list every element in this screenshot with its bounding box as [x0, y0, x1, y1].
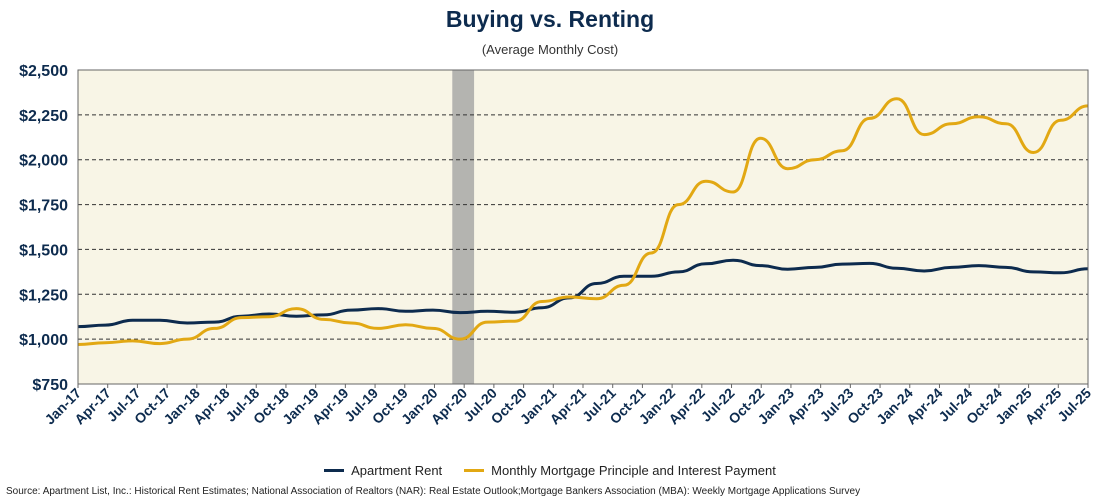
y-tick-label: $750 [32, 377, 68, 394]
legend-item-rent: Apartment Rent [324, 463, 442, 478]
legend-label-rent: Apartment Rent [351, 463, 443, 478]
y-tick-label: $2,500 [19, 63, 68, 80]
chart-title: Buying vs. Renting [445, 6, 655, 32]
y-tick-label: $1,250 [19, 287, 68, 304]
y-tick-label: $2,250 [19, 108, 68, 125]
y-tick-label: $1,000 [19, 332, 68, 349]
recession-shade [452, 70, 475, 384]
chart-subtitle: (Average Monthly Cost) [481, 42, 619, 57]
line-chart: $750 $1,000 $1,250 $1,500 $1,750 $2,000 $2,250… [19, 63, 1094, 427]
y-tick-label: $1,750 [19, 198, 68, 215]
x-tick-label: Jul-25 [1054, 385, 1094, 425]
legend-label-mortgage: Monthly Mortgage Principle and Interest … [491, 463, 776, 478]
legend-item-mortgage: Monthly Mortgage Principle and Interest … [464, 463, 776, 478]
y-tick-label: $2,000 [19, 153, 68, 170]
y-tick-label: $1,500 [19, 242, 68, 259]
plot-area [78, 70, 1088, 384]
source-note: Source: Apartment List, Inc.: Historical… [6, 486, 861, 497]
legend: Apartment Rent Monthly Mortgage Principl… [0, 463, 1100, 478]
series-line-mortgage-payment [77, 97, 1089, 346]
legend-swatch-mortgage [464, 469, 485, 472]
legend-swatch-rent [324, 469, 345, 472]
